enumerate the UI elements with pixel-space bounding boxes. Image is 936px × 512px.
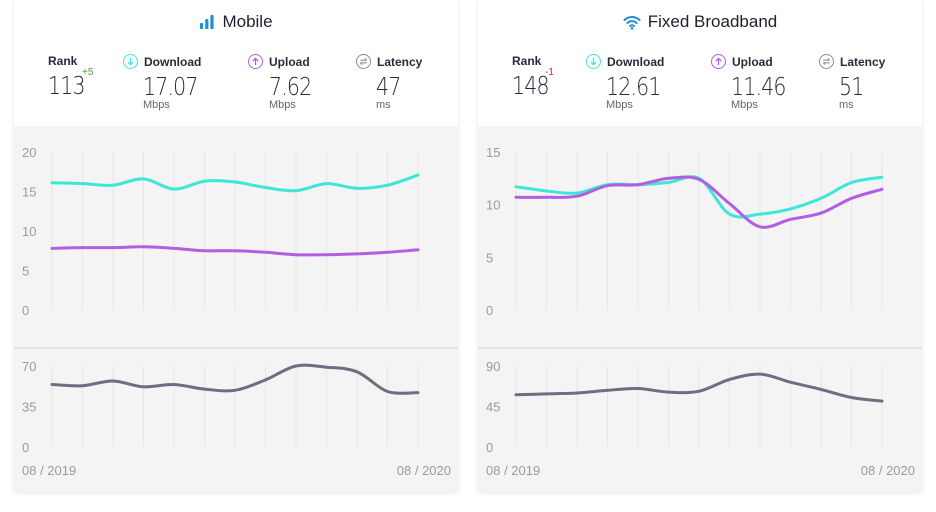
upload-series-line — [50, 245, 420, 257]
x-start-label: 08 / 2019 — [486, 463, 540, 478]
latency-swap-icon — [356, 54, 371, 69]
download-series-line — [50, 173, 420, 193]
download-value: 12.61 — [606, 72, 661, 101]
download-label: Download — [607, 54, 665, 69]
mobile-download: Download 17.07 Mbps — [123, 54, 210, 111]
mobile-chart: 0 5 10 15 20 0 35 70 08 / 2019 08 / 2020 — [14, 145, 458, 478]
upload-value: 7.62 — [269, 72, 312, 101]
upload-label: Upload — [732, 54, 773, 69]
download-arrow-icon — [123, 54, 138, 69]
fixed-title: Fixed Broadband — [478, 12, 922, 32]
latency-label: Latency — [840, 54, 886, 69]
download-unit: Mbps — [606, 99, 633, 111]
latency-unit: ms — [839, 99, 854, 111]
y-tick-label: 70 — [22, 359, 36, 374]
signal-bars-icon — [199, 14, 215, 30]
y-tick-label: 20 — [22, 145, 36, 160]
y-tick-label: 0 — [486, 440, 493, 455]
mobile-title-text: Mobile — [222, 12, 273, 31]
x-start-label: 08 / 2019 — [22, 463, 76, 478]
y-tick-label: 15 — [22, 185, 36, 200]
wifi-icon — [623, 14, 641, 30]
download-arrow-icon — [586, 54, 601, 69]
y-tick-label: 10 — [22, 224, 36, 239]
mobile-chart-area: 0 5 10 15 20 0 35 70 08 / 2019 08 / 2020 — [14, 126, 458, 492]
download-value: 17.07 — [143, 72, 198, 101]
x-end-label: 08 / 2020 — [397, 463, 451, 478]
mobile-header: Mobile Rank 113 +5 Download 17.07 Mbps U… — [14, 0, 458, 126]
rank-label: Rank — [48, 54, 78, 68]
y-tick-label: 35 — [22, 400, 36, 415]
mobile-panel: Mobile Rank 113 +5 Download 17.07 Mbps U… — [14, 0, 458, 492]
fixed-rank: Rank 148 — [512, 54, 557, 100]
rank-value: 148 — [512, 71, 549, 100]
mobile-title: Mobile — [14, 12, 458, 32]
y-tick-label: 0 — [22, 440, 29, 455]
y-tick-label: 0 — [486, 303, 493, 318]
download-label: Download — [144, 54, 202, 69]
fixed-upload: Upload 11.46 Mbps — [711, 54, 798, 111]
latency-series-line — [514, 372, 884, 403]
fixed-title-text: Fixed Broadband — [647, 12, 778, 31]
rank-label: Rank — [512, 54, 542, 68]
latency-value: 51 — [839, 72, 864, 101]
x-end-label: 08 / 2020 — [861, 463, 915, 478]
y-tick-label: 45 — [486, 400, 500, 415]
rank-delta: +5 — [82, 67, 94, 78]
latency-swap-icon — [819, 54, 834, 69]
y-tick-label: 10 — [486, 198, 500, 213]
upload-value: 11.46 — [731, 72, 786, 101]
y-tick-label: 15 — [486, 145, 500, 160]
latency-unit: ms — [376, 99, 391, 111]
y-tick-label: 5 — [22, 264, 29, 279]
y-tick-label: 0 — [22, 303, 29, 318]
y-tick-label: 90 — [486, 359, 500, 374]
fixed-download: Download 12.61 Mbps — [586, 54, 673, 111]
upload-label: Upload — [269, 54, 310, 69]
upload-unit: Mbps — [731, 99, 758, 111]
fixed-panel: Fixed Broadband Rank 148 -1 Download 12.… — [478, 0, 922, 492]
rank-value: 113 — [48, 71, 85, 100]
fixed-chart-area: 0 5 10 15 0 45 90 08 / 2019 08 / 2020 — [478, 126, 922, 492]
y-tick-label: 5 — [486, 250, 493, 265]
fixed-chart: 0 5 10 15 0 45 90 08 / 2019 08 / 2020 — [478, 145, 922, 478]
upload-unit: Mbps — [269, 99, 296, 111]
upload-series-line — [514, 175, 884, 229]
fixed-latency: Latency 51 ms — [819, 54, 885, 111]
rank-delta: -1 — [545, 67, 554, 78]
upload-arrow-icon — [711, 54, 726, 69]
upload-arrow-icon — [248, 54, 263, 69]
mobile-upload: Upload 7.62 Mbps — [248, 54, 321, 111]
latency-value: 47 — [376, 72, 401, 101]
latency-series-line — [50, 363, 420, 395]
mobile-latency: Latency 47 ms — [356, 54, 422, 111]
mobile-rank: Rank 113 — [48, 54, 93, 100]
fixed-header: Fixed Broadband Rank 148 -1 Download 12.… — [478, 0, 922, 126]
latency-label: Latency — [377, 54, 423, 69]
download-unit: Mbps — [143, 99, 170, 111]
